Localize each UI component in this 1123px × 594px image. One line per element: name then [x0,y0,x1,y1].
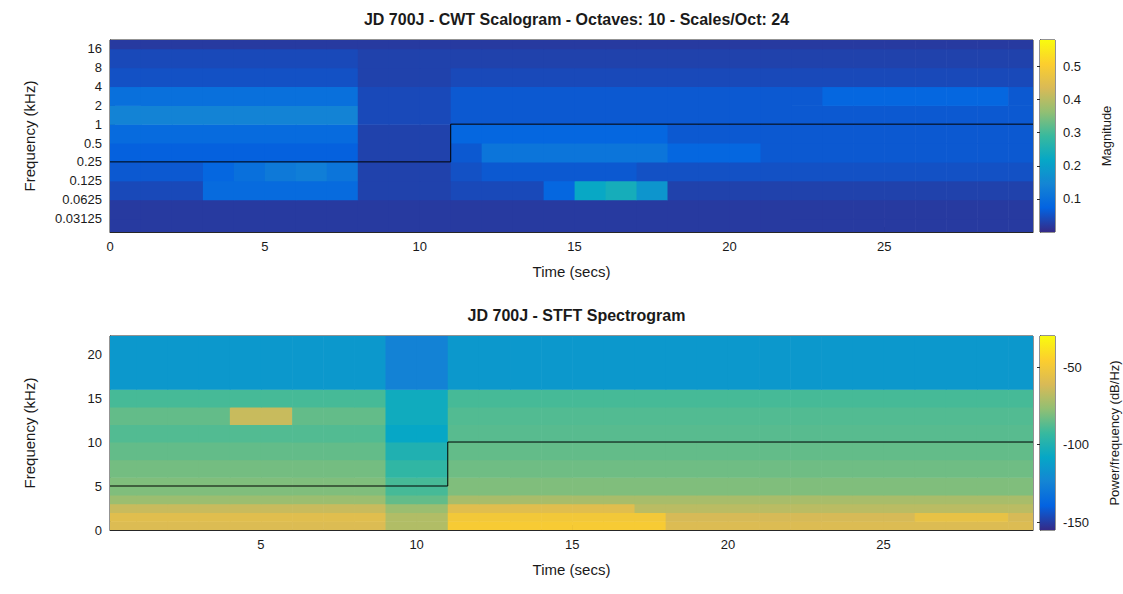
svg-text:JD 700J - STFT Spectrogram: JD 700J - STFT Spectrogram [468,307,686,324]
svg-text:5: 5 [257,537,264,552]
svg-text:JD 700J - CWT Scalogram - Octa: JD 700J - CWT Scalogram - Octaves: 10 - … [364,11,789,28]
svg-text:15: 15 [565,537,579,552]
svg-text:0.5: 0.5 [1063,59,1081,74]
svg-text:1: 1 [95,117,102,132]
svg-text:0.4: 0.4 [1063,92,1081,107]
svg-text:Time (secs): Time (secs) [533,263,611,280]
svg-text:-100: -100 [1063,437,1089,452]
svg-text:Frequency (kHz): Frequency (kHz) [21,378,38,489]
svg-text:-150: -150 [1063,515,1089,530]
svg-text:10: 10 [88,435,102,450]
svg-text:Time (secs): Time (secs) [533,561,611,578]
svg-text:Magnitude: Magnitude [1099,106,1114,167]
svg-text:5: 5 [261,239,268,254]
svg-text:10: 10 [409,537,423,552]
svg-text:0.0625: 0.0625 [62,192,102,207]
svg-text:15: 15 [88,391,102,406]
svg-text:Power/frequency (dB/Hz): Power/frequency (dB/Hz) [1107,360,1122,505]
svg-text:8: 8 [95,60,102,75]
svg-text:15: 15 [567,239,581,254]
svg-text:25: 25 [876,537,890,552]
svg-text:0.03125: 0.03125 [55,211,102,226]
svg-text:-50: -50 [1063,360,1082,375]
svg-text:0: 0 [95,523,102,538]
svg-text:20: 20 [721,537,735,552]
svg-text:10: 10 [412,239,426,254]
svg-text:20: 20 [88,347,102,362]
svg-text:0.3: 0.3 [1063,125,1081,140]
svg-text:20: 20 [722,239,736,254]
svg-text:25: 25 [877,239,891,254]
svg-text:0.5: 0.5 [84,136,102,151]
svg-text:Frequency (kHz): Frequency (kHz) [21,81,38,192]
svg-text:0.25: 0.25 [77,154,102,169]
svg-text:5: 5 [95,479,102,494]
svg-text:0.1: 0.1 [1063,191,1081,206]
svg-text:0.125: 0.125 [69,173,102,188]
svg-text:4: 4 [95,79,102,94]
svg-text:2: 2 [95,98,102,113]
svg-text:0: 0 [106,239,113,254]
svg-text:0.2: 0.2 [1063,158,1081,173]
svg-text:16: 16 [88,41,102,56]
